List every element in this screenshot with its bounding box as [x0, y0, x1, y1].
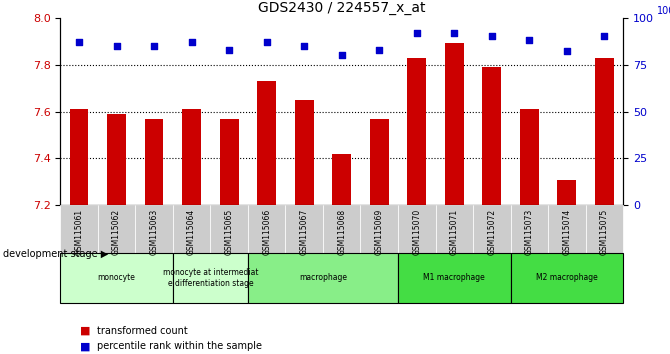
- Bar: [70, 109, 88, 205]
- Bar: [370, 119, 389, 205]
- Text: GSM115065: GSM115065: [224, 209, 234, 255]
- Bar: [511, 253, 623, 303]
- Bar: [145, 119, 163, 205]
- Text: GSM115071: GSM115071: [450, 209, 459, 255]
- Text: GSM115074: GSM115074: [562, 209, 572, 255]
- Text: GSM115068: GSM115068: [337, 209, 346, 255]
- Bar: [557, 179, 576, 205]
- Bar: [332, 154, 351, 205]
- Bar: [220, 119, 239, 205]
- Text: ■: ■: [80, 341, 91, 351]
- Text: GSM115067: GSM115067: [299, 209, 309, 255]
- Bar: [482, 67, 501, 205]
- Bar: [436, 205, 473, 253]
- Bar: [520, 109, 539, 205]
- Point: [374, 47, 385, 52]
- Text: GSM115066: GSM115066: [262, 209, 271, 255]
- Text: M1 macrophage: M1 macrophage: [423, 273, 485, 282]
- Bar: [595, 58, 614, 205]
- Text: 100%: 100%: [657, 6, 670, 16]
- Bar: [210, 205, 248, 253]
- Bar: [511, 205, 548, 253]
- Text: GSM115075: GSM115075: [600, 209, 609, 255]
- Point: [449, 30, 460, 35]
- Bar: [407, 58, 426, 205]
- Point: [524, 38, 535, 43]
- Title: GDS2430 / 224557_x_at: GDS2430 / 224557_x_at: [258, 1, 425, 15]
- Text: GSM115064: GSM115064: [187, 209, 196, 255]
- Point: [336, 52, 347, 58]
- Text: GSM115070: GSM115070: [412, 209, 421, 255]
- Bar: [445, 44, 464, 205]
- Bar: [248, 253, 398, 303]
- Bar: [323, 205, 360, 253]
- Bar: [182, 109, 201, 205]
- Bar: [398, 205, 436, 253]
- Text: GSM115061: GSM115061: [74, 209, 84, 255]
- Text: GSM115072: GSM115072: [487, 209, 496, 255]
- Bar: [60, 205, 98, 253]
- Point: [411, 30, 422, 35]
- Point: [149, 43, 159, 48]
- Text: ■: ■: [80, 326, 91, 336]
- Bar: [586, 205, 623, 253]
- Point: [74, 39, 84, 45]
- Bar: [257, 81, 276, 205]
- Bar: [360, 205, 398, 253]
- Bar: [107, 114, 126, 205]
- Text: percentile rank within the sample: percentile rank within the sample: [97, 341, 262, 351]
- Point: [224, 47, 234, 52]
- Point: [486, 34, 497, 39]
- Text: GSM115062: GSM115062: [112, 209, 121, 255]
- Text: monocyte: monocyte: [98, 273, 135, 282]
- Text: monocyte at intermediat
e differentiation stage: monocyte at intermediat e differentiatio…: [163, 268, 258, 287]
- Bar: [548, 205, 586, 253]
- Bar: [285, 205, 323, 253]
- Bar: [173, 253, 248, 303]
- Bar: [473, 205, 511, 253]
- Point: [261, 39, 272, 45]
- Bar: [398, 253, 511, 303]
- Text: GSM115069: GSM115069: [375, 209, 384, 255]
- Point: [299, 43, 310, 48]
- Bar: [248, 205, 285, 253]
- Bar: [98, 205, 135, 253]
- Text: M2 macrophage: M2 macrophage: [536, 273, 598, 282]
- Point: [111, 43, 122, 48]
- Text: GSM115073: GSM115073: [525, 209, 534, 255]
- Text: macrophage: macrophage: [299, 273, 347, 282]
- Bar: [295, 100, 314, 205]
- Bar: [173, 205, 210, 253]
- Point: [599, 34, 610, 39]
- Bar: [60, 253, 173, 303]
- Text: development stage ▶: development stage ▶: [3, 249, 109, 259]
- Text: GSM115063: GSM115063: [149, 209, 159, 255]
- Text: transformed count: transformed count: [97, 326, 188, 336]
- Point: [186, 39, 197, 45]
- Point: [561, 48, 572, 54]
- Bar: [135, 205, 173, 253]
